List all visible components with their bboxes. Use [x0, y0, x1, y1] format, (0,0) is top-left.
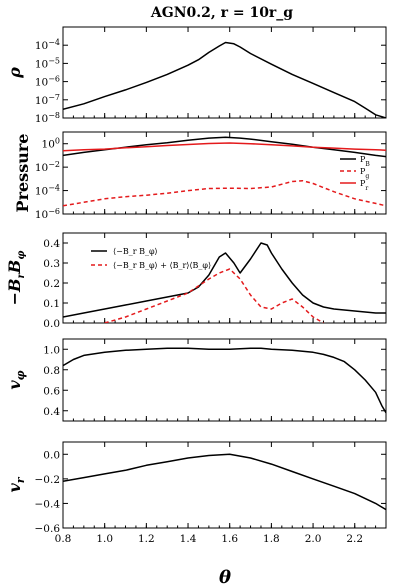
series-line-2: [104, 268, 324, 323]
panel-frame: [62, 131, 387, 215]
series-line-2: [63, 179, 386, 207]
y-tick-label: 10−8: [35, 111, 60, 125]
y-tick-label: −0.4: [35, 498, 61, 510]
chart-title: AGN0.2, r = 10r_g: [150, 5, 293, 21]
legend-label: Pr: [360, 179, 368, 192]
y-axis-label: ρ: [5, 67, 24, 79]
y-tick-label: 10−6: [35, 75, 60, 89]
y-tick-label: −0.6: [35, 523, 61, 535]
panel-4: 0.4 0.6 0.8 1.0 vφ: [5, 338, 387, 422]
series-line-1: [63, 136, 386, 158]
series-line-1: [63, 347, 386, 414]
x-tick-label: 1.2: [138, 533, 155, 545]
series-line-1: [63, 453, 386, 511]
panel-5: 0.8 1.0 1.2 1.4 1.6 1.8 2.0 2.2 −0.6 −0.4 −0.2 0.0 v…: [5, 441, 387, 545]
series-line-3: [63, 142, 386, 152]
panel-1: 10−8 10−7 10−6 10−5 10−4 ρ: [5, 26, 387, 125]
y-tick-label: 10−4: [35, 184, 60, 198]
y-tick-label: 10−7: [35, 93, 60, 107]
y-axis-label: −BrBφ: [5, 251, 27, 306]
y-tick-label: 0.8: [43, 365, 60, 377]
x-tick-label: 1.0: [96, 533, 113, 545]
x-axis-label: θ: [219, 567, 231, 588]
x-tick-label: 1.6: [221, 533, 238, 545]
y-tick-label: 10−6: [35, 207, 60, 221]
y-axis-label: vr: [5, 476, 27, 492]
y-tick-label: 100: [42, 137, 60, 151]
legend-label: ⟨−B_r B_φ⟩: [113, 247, 158, 256]
x-tick-label: 1.4: [180, 533, 197, 545]
y-axis-label: vφ: [5, 370, 27, 389]
y-tick-label: 10−4: [35, 38, 60, 52]
panels: 10−8 10−7 10−6 10−5 10−4 ρ 10−6 10−4 10−2 100 Pres…: [5, 26, 387, 545]
y-tick-label: 10−5: [35, 56, 60, 70]
y-tick-label: 0.6: [43, 385, 60, 397]
y-tick-label: 1.0: [43, 344, 60, 356]
legend-label: PB: [360, 155, 370, 168]
y-tick-label: 0.0: [43, 449, 60, 461]
y-tick-label: 0.4: [43, 406, 60, 418]
series-line-1: [63, 242, 386, 318]
x-tick-label: 1.8: [263, 533, 280, 545]
y-tick-label: 0.4: [43, 238, 60, 250]
y-tick-label: 0.3: [43, 258, 60, 270]
legend-label: ⟨−B_r B_φ⟩ + ⟨B_r⟩⟨B_φ⟩: [113, 261, 211, 270]
y-tick-label: 10−2: [35, 160, 60, 174]
panel-3: 0.0 0.1 0.2 0.3 0.4 −BrBφ ⟨−B_r B_φ⟩ ⟨−B_r B_φ⟩…: [5, 232, 387, 330]
y-tick-label: 0.1: [43, 298, 60, 310]
x-tick-label: 2.0: [305, 533, 322, 545]
y-tick-label: −0.2: [35, 474, 61, 486]
series-line-1: [63, 41, 386, 118]
legend-label: Pg: [360, 167, 369, 180]
panel-frame: [62, 232, 387, 324]
y-tick-label: 0.0: [43, 318, 60, 330]
y-tick-label: 0.2: [43, 278, 60, 290]
panel-frame: [62, 338, 387, 422]
panel-frame: [62, 26, 387, 119]
x-tick-label: 0.8: [55, 533, 72, 545]
panel-frame: [62, 441, 387, 529]
y-axis-label: Pressure: [13, 134, 32, 213]
x-tick-label: 2.2: [346, 533, 363, 545]
